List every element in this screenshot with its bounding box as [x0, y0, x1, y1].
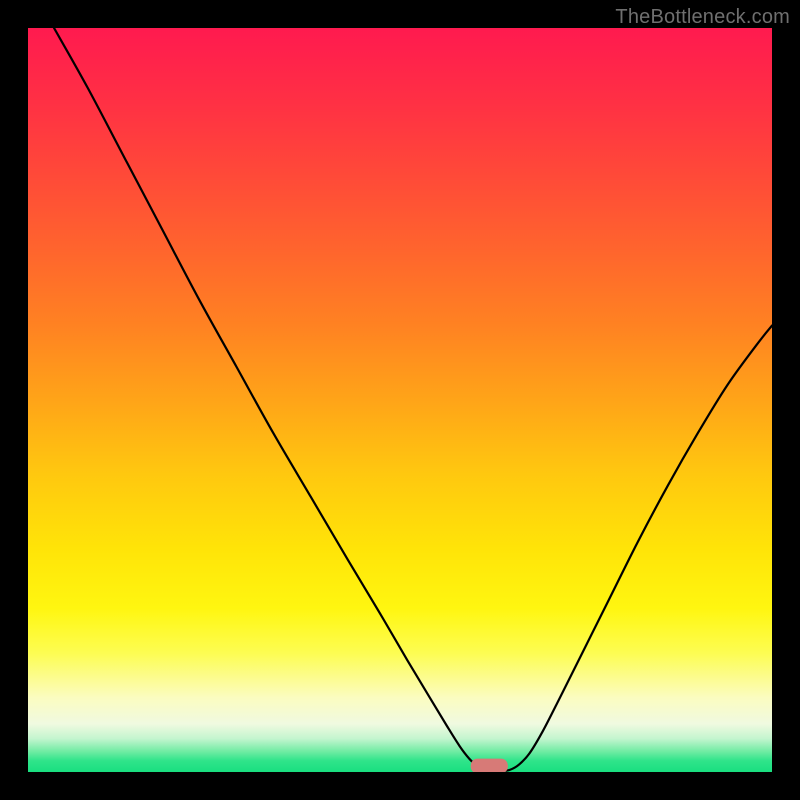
optimal-marker [471, 759, 508, 774]
chart-stage: TheBottleneck.com [0, 0, 800, 800]
bottleneck-chart [0, 0, 800, 800]
gradient-background [28, 28, 772, 772]
